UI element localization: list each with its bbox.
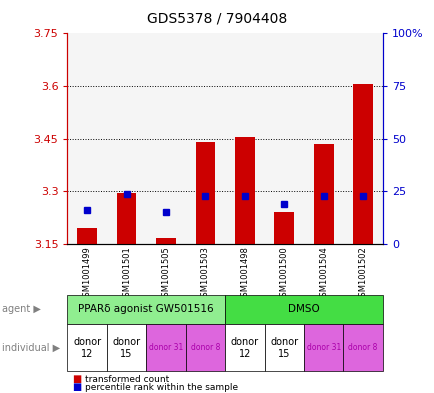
Bar [234,137,254,244]
Text: donor 8: donor 8 [190,343,220,352]
Bar [313,144,333,244]
Text: transformed count: transformed count [85,375,169,384]
Text: donor 8: donor 8 [348,343,377,352]
Text: GDS5378 / 7904408: GDS5378 / 7904408 [147,12,287,26]
Text: donor
15: donor 15 [270,337,298,358]
Text: PPARδ agonist GW501516: PPARδ agonist GW501516 [78,305,214,314]
Text: donor 31: donor 31 [148,343,183,352]
Text: donor
12: donor 12 [230,337,258,358]
Bar [77,228,97,244]
Bar [195,142,215,244]
Text: ■: ■ [72,374,81,384]
Text: donor
15: donor 15 [112,337,140,358]
Text: donor 31: donor 31 [306,343,340,352]
Bar [116,193,136,244]
Text: ■: ■ [72,382,81,392]
Text: percentile rank within the sample: percentile rank within the sample [85,383,237,391]
Text: donor
12: donor 12 [73,337,101,358]
Bar [352,84,372,244]
Bar [274,212,293,244]
Bar [156,239,175,244]
Text: agent ▶: agent ▶ [2,305,41,314]
Text: DMSO: DMSO [287,305,319,314]
Text: individual ▶: individual ▶ [2,343,60,353]
